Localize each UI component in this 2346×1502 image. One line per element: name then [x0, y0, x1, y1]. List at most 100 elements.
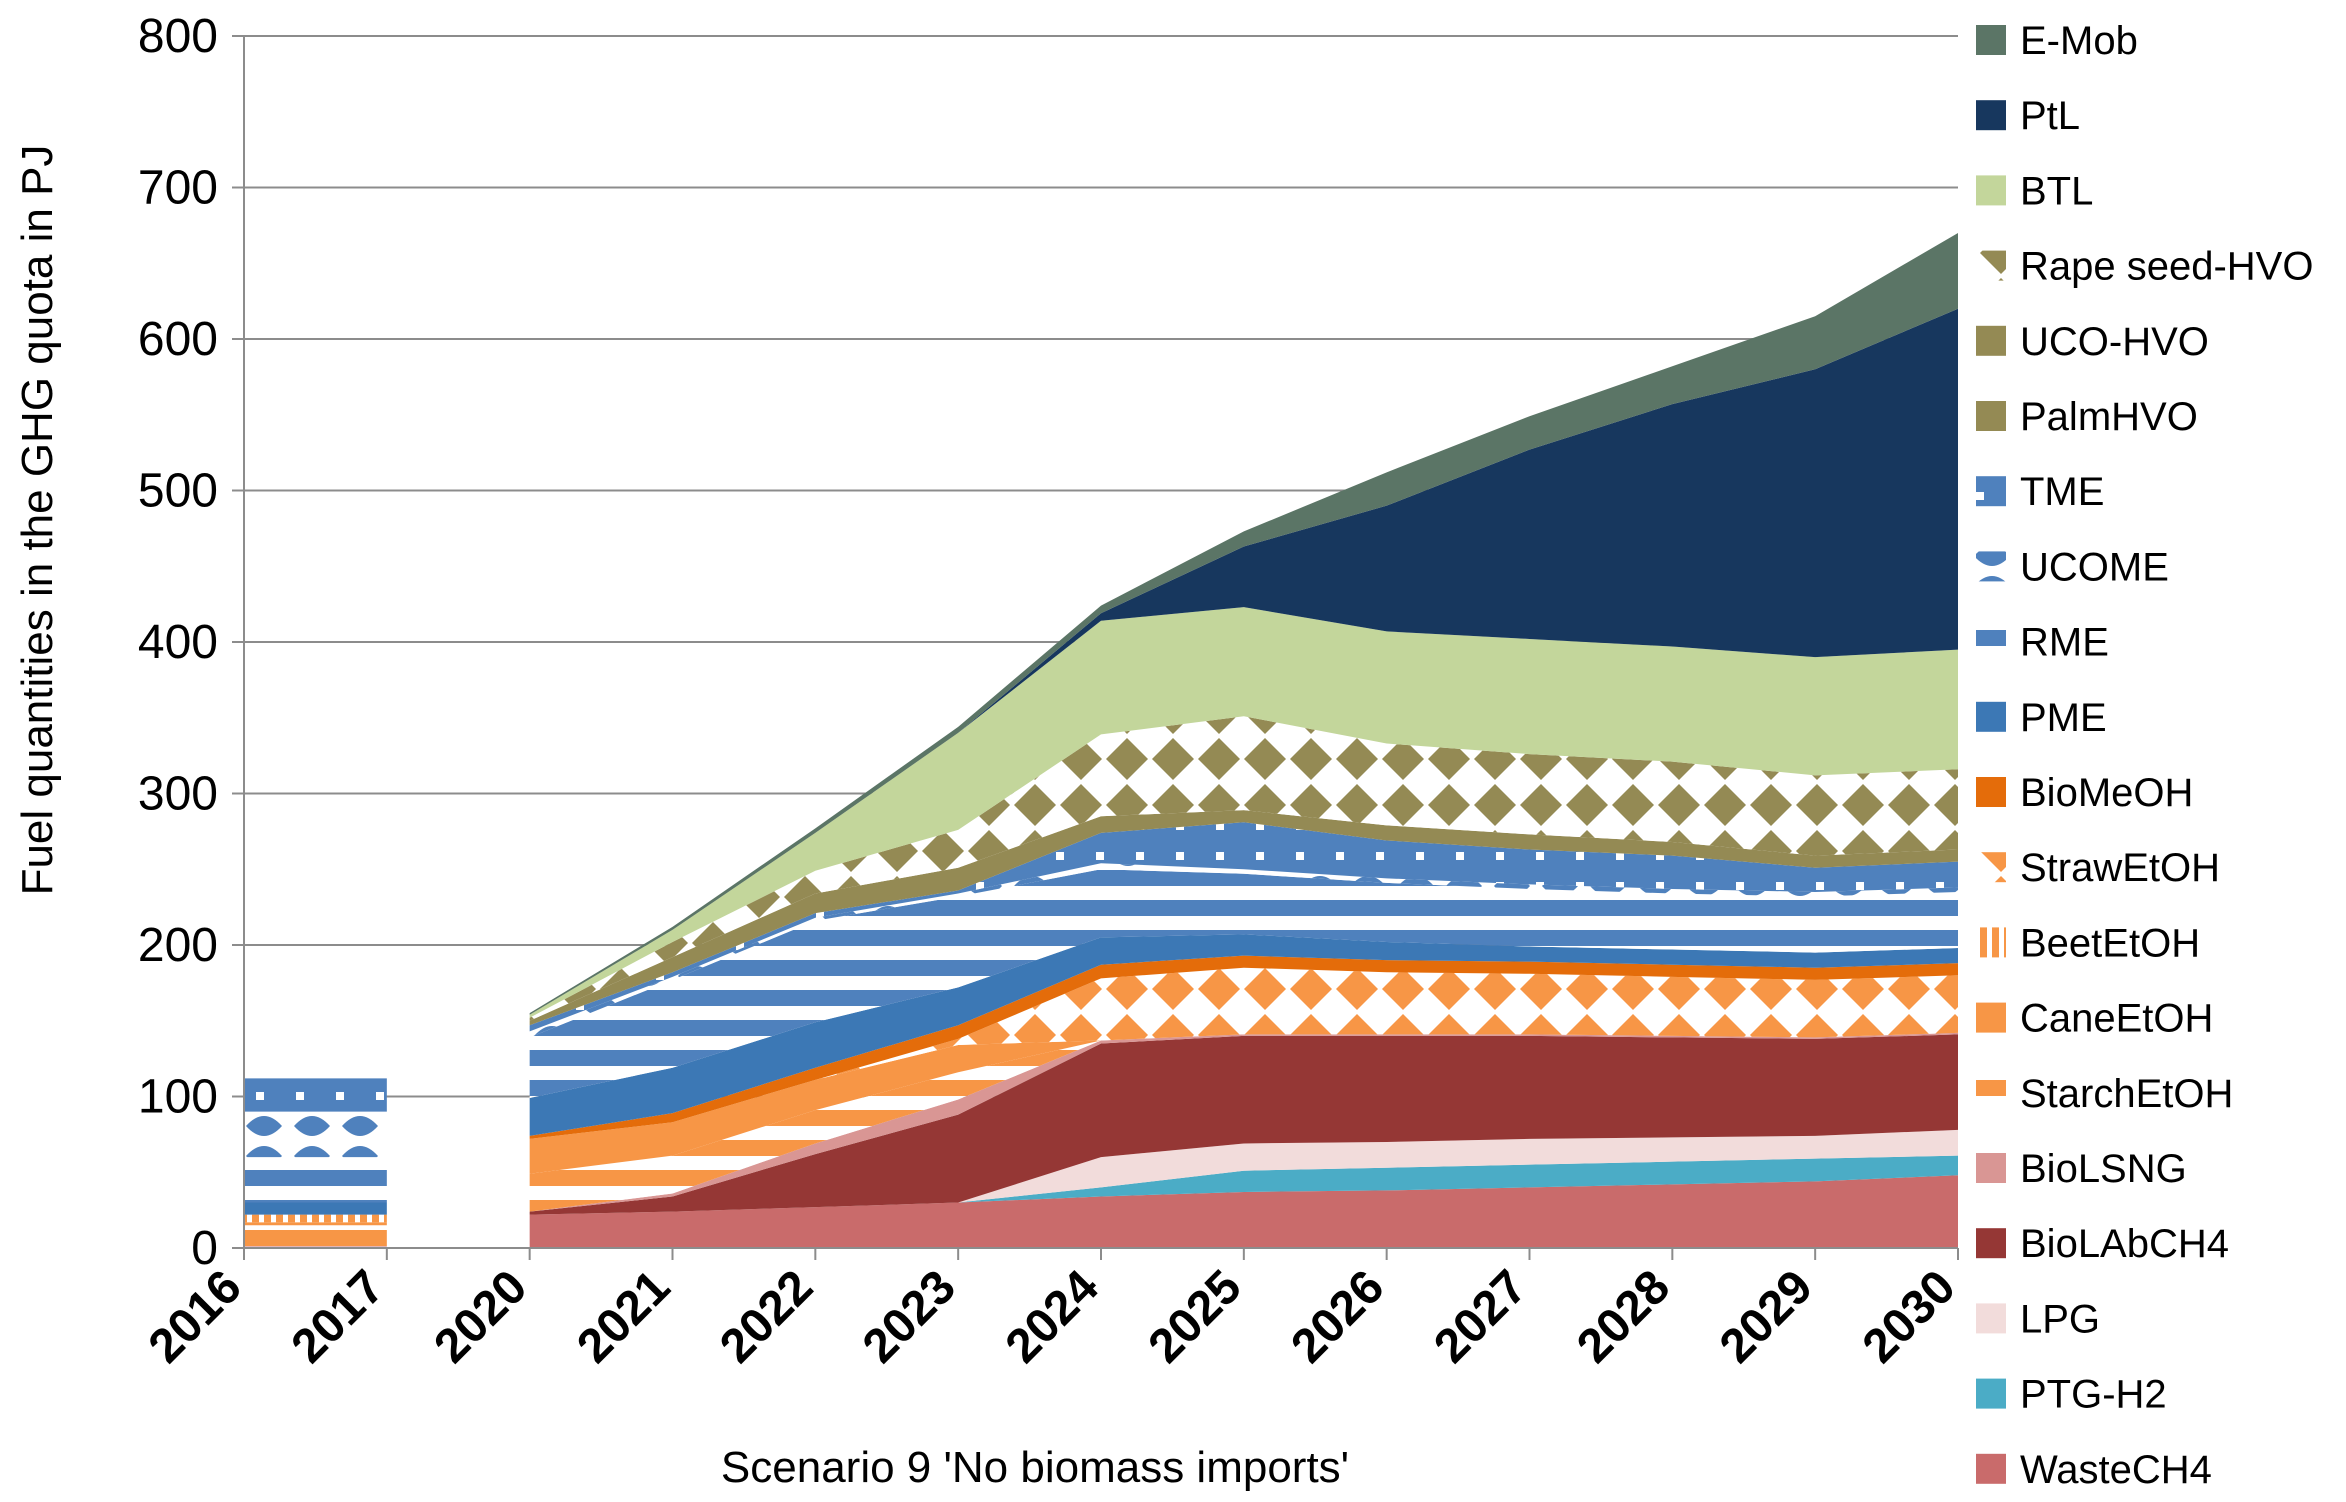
area-segment [529, 1032, 1958, 1174]
x-tick-label: 2026 [1281, 1260, 1394, 1373]
series-tme [244, 822, 1958, 1112]
x-tick-label: 2030 [1853, 1260, 1966, 1373]
area-segment [529, 822, 1958, 1032]
legend-swatch [1976, 401, 2006, 431]
legend-label: WasteCH4 [2020, 1448, 2212, 1492]
area-segment [529, 1175, 1958, 1248]
y-tick-label: 600 [138, 313, 218, 366]
legend-swatch [1976, 927, 2006, 958]
area-segment [529, 869, 1958, 1099]
legend-item: BTL [1976, 169, 2093, 213]
legend-swatch [1976, 175, 2006, 206]
x-tick-label: 2020 [424, 1260, 537, 1373]
area-segment [529, 863, 1958, 1038]
legend-item: StrawEtOH [1976, 846, 2220, 890]
x-tick-label: 2028 [1567, 1260, 1680, 1373]
legend-item: LPG [1976, 1297, 2100, 1341]
y-tick-label: 700 [138, 162, 218, 215]
area-segment [529, 1032, 1958, 1212]
axes [232, 35, 1959, 1260]
legend-item: BioLAbCH4 [1976, 1222, 2229, 1266]
legend-item: WasteCH4 [1976, 1448, 2212, 1492]
area-segment [529, 716, 1958, 1021]
area-segment [244, 1214, 387, 1223]
area-segment [529, 1032, 1958, 1212]
legend-label: PTG-H2 [2020, 1373, 2167, 1417]
legend-swatch [1976, 476, 2006, 507]
area-segment [529, 1129, 1958, 1215]
legend-swatch [1976, 1228, 2006, 1259]
area-segment [244, 1157, 387, 1203]
legend-item: CaneEtOH [1976, 997, 2213, 1041]
legend-item: Rape seed-HVO [1976, 245, 2313, 289]
legend-label: StrawEtOH [2020, 846, 2220, 890]
series-strawetoh [529, 967, 1958, 1139]
legend-label: StarchEtOH [2020, 1072, 2233, 1116]
legend-swatch [1976, 777, 2006, 807]
series-pme [244, 934, 1958, 1215]
legend-label: BTL [2020, 169, 2093, 213]
legend-swatch [1976, 100, 2006, 131]
y-tick-label: 500 [138, 465, 218, 518]
legend-item: PTG-H2 [1976, 1373, 2167, 1417]
x-axis-label: Scenario 9 'No biomass imports' [721, 1443, 1349, 1492]
area-segment [529, 1034, 1958, 1215]
x-tick-label: 2027 [1424, 1260, 1537, 1373]
legend-item: BioLSNG [1976, 1147, 2187, 1191]
legend-label: LPG [2020, 1297, 2100, 1341]
legend-swatch [1976, 1002, 2006, 1033]
legend-label: BioLSNG [2020, 1147, 2187, 1191]
y-axis-label: Fuel quantities in the GHG quota in PJ [13, 145, 62, 896]
legend-swatch [1976, 551, 2006, 582]
y-tick-label: 100 [138, 1071, 218, 1124]
legend-swatch [1976, 250, 2006, 281]
series-biomeoh [529, 955, 1958, 1139]
legend-label: UCO-HVO [2020, 320, 2209, 364]
x-tick-label: 2017 [282, 1260, 395, 1373]
legend-item: TME [1976, 470, 2104, 514]
legend-swatch [1976, 852, 2006, 883]
area-segment [244, 1202, 387, 1215]
legend-label: PME [2020, 696, 2107, 740]
area-segment [529, 607, 1958, 1018]
legend-label: CaneEtOH [2020, 997, 2213, 1041]
x-tick-label: 2025 [1139, 1260, 1252, 1373]
legend-label: BeetEtOH [2020, 921, 2200, 965]
x-tick-label: 2024 [996, 1260, 1109, 1373]
legend-item: UCO-HVO [1976, 320, 2209, 364]
legend-label: BioLAbCH4 [2020, 1222, 2229, 1266]
series-ptg-h2 [529, 1155, 1958, 1215]
area-segment [529, 308, 1958, 1015]
legend-label: TME [2020, 470, 2104, 514]
legend: E-Mob PtL BTL Rape seed-HVO UCO-HVO PalmHVO TM… [1976, 19, 2313, 1492]
legend-swatch [1976, 1378, 2006, 1409]
y-tick-label: 0 [191, 1222, 218, 1275]
legend-swatch [1976, 25, 2006, 55]
legend-swatch [1976, 1077, 2006, 1108]
legend-item: BioMeOH [1976, 771, 2193, 815]
area-segment [529, 934, 1958, 1136]
series-starchetoh [244, 1032, 1958, 1247]
legend-swatch [1976, 626, 2006, 657]
area-segment [244, 1222, 387, 1226]
legend-item: PalmHVO [1976, 395, 2198, 439]
legend-item: BeetEtOH [1976, 921, 2200, 965]
y-tick-label: 200 [138, 919, 218, 972]
legend-swatch [1976, 325, 2006, 356]
legend-label: E-Mob [2020, 19, 2138, 63]
legend-swatch [1976, 1153, 2006, 1183]
series-caneetoh [244, 1032, 1958, 1226]
legend-item: PME [1976, 696, 2107, 740]
y-tick-label: 800 [138, 10, 218, 63]
series-rme [244, 869, 1958, 1203]
series-ucome [244, 863, 1958, 1158]
legend-swatch [1976, 1453, 2006, 1484]
y-tick-label: 400 [138, 616, 218, 669]
legend-label: BioMeOH [2020, 771, 2193, 815]
x-tick-label: 2029 [1710, 1260, 1823, 1373]
legend-item: UCOME [1976, 545, 2169, 589]
legend-item: E-Mob [1976, 19, 2138, 63]
legend-label: Rape seed-HVO [2020, 245, 2313, 289]
area-series [244, 232, 1958, 1248]
legend-label: UCOME [2020, 545, 2169, 589]
